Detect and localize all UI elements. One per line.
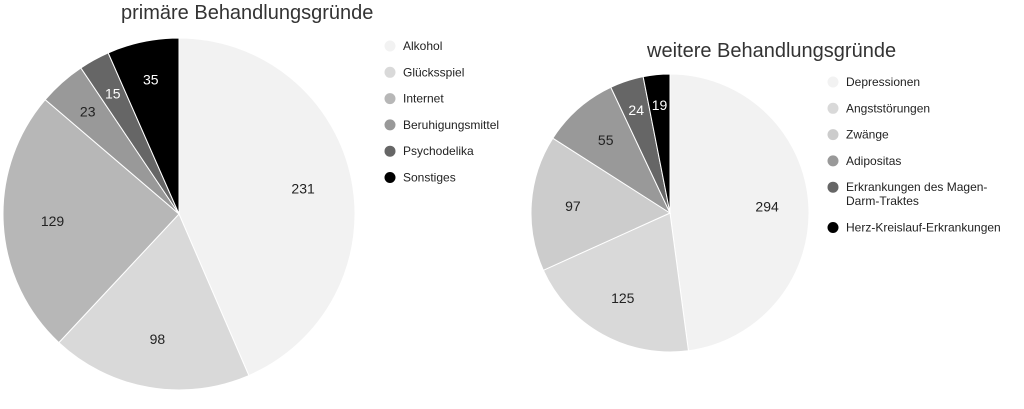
legend-swatch — [384, 93, 396, 105]
legend-swatch — [384, 40, 396, 52]
legend-swatch — [384, 119, 396, 131]
data-label-erkrankungen-des-magen-darm-traktes: 24 — [628, 102, 644, 118]
legend-item-adipositas: Adipositas — [827, 154, 901, 168]
legend-swatch — [827, 155, 839, 167]
data-label-zwaenge: 97 — [565, 198, 581, 214]
legend-item-internet: Internet — [384, 92, 444, 106]
legend-label: Angststörungen — [846, 101, 930, 115]
data-label-angststoerungen: 125 — [611, 290, 635, 306]
legend-label: Depressionen — [846, 75, 920, 89]
pie-slice-zwaenge — [530, 137, 672, 271]
pie-labels-secondary: 294 125 97 55 24 19 — [565, 97, 779, 306]
legend-label: Zwänge — [846, 128, 889, 142]
legend-item-herz-kreislauf-erkrankungen: Herz-Kreislauf-Erkrankungen — [827, 221, 1001, 235]
legend-item-erkrankungen-des-magen-darm-traktes: Erkrankungen des Magen-Darm-Traktes — [827, 180, 987, 208]
legend-item-sonstiges: Sonstiges — [384, 171, 456, 185]
legend-secondary: Depressionen Angststörungen Zwänge Adiposit… — [827, 75, 1001, 235]
legend-item-gluecksspiel: Glücksspiel — [384, 65, 464, 79]
pie-slice-alkohol — [178, 37, 356, 377]
legend-item-angststoerungen: Angststörungen — [827, 101, 930, 115]
legend-label: Erkrankungen des Magen-Darm-Traktes — [846, 180, 987, 208]
pie-slice-angststoerungen — [542, 212, 690, 353]
legend-swatch — [827, 222, 839, 233]
pie-slice-depressionen — [669, 73, 810, 352]
legend-swatch — [384, 172, 396, 183]
pie-chart-primary: primäre Behandlungsgründe 231 98 129 23 15 35… — [2, 2, 499, 391]
legend-item-depressionen: Depressionen — [827, 75, 920, 89]
pie-slice-herz-kreislauf-erkrankungen — [642, 73, 671, 214]
legend-item-beruhigungsmittel: Beruhigungsmittel — [384, 118, 499, 132]
data-label-beruhigungsmittel: 23 — [80, 104, 96, 120]
legend-label: Beruhigungsmittel — [403, 118, 499, 132]
data-label-herz-kreislauf-erkrankungen: 19 — [652, 97, 668, 113]
legend-swatch — [384, 145, 396, 157]
legend-label: Internet — [403, 92, 444, 106]
data-label-adipositas: 55 — [598, 132, 614, 148]
legend-swatch — [827, 76, 839, 88]
data-label-alkohol: 231 — [291, 180, 315, 196]
legend-swatch — [827, 102, 839, 114]
legend-swatch — [384, 66, 396, 78]
pie-slice-sonstiges — [107, 37, 180, 215]
pie-slices-secondary — [530, 73, 810, 353]
data-label-internet: 129 — [41, 213, 65, 229]
data-label-gluecksspiel: 98 — [150, 331, 166, 347]
legend-label: Sonstiges — [403, 171, 456, 185]
data-label-depressionen: 294 — [755, 199, 779, 215]
legend-label: Herz-Kreislauf-Erkrankungen — [846, 221, 1001, 235]
pie-slice-internet — [2, 98, 180, 344]
pie-slices-primary — [2, 37, 356, 391]
data-label-psychodelika: 15 — [105, 86, 121, 102]
legend-swatch — [827, 181, 839, 193]
legend-item-zwaenge: Zwänge — [827, 128, 889, 142]
legend-label: Adipositas — [846, 154, 901, 168]
legend-primary: Alkohol Glücksspiel Internet Beruhigungsmit… — [384, 39, 499, 185]
pie-slice-gluecksspiel — [58, 213, 250, 391]
chart-title-primary: primäre Behandlungsgründe — [121, 2, 373, 24]
legend-label: Alkohol — [403, 39, 442, 53]
pie-chart-secondary: weitere Behandlungsgründe 294 125 97 55 24 19… — [530, 40, 1001, 353]
legend-item-psychodelika: Psychodelika — [384, 144, 474, 158]
data-label-sonstiges: 35 — [143, 72, 159, 88]
chart-title-secondary: weitere Behandlungsgründe — [646, 40, 896, 62]
legend-swatch — [827, 129, 839, 141]
legend-item-alkohol: Alkohol — [384, 39, 442, 53]
legend-label: Glücksspiel — [403, 65, 464, 79]
legend-label: Psychodelika — [403, 144, 474, 158]
pie-labels-primary: 231 98 129 23 15 35 — [41, 72, 315, 347]
